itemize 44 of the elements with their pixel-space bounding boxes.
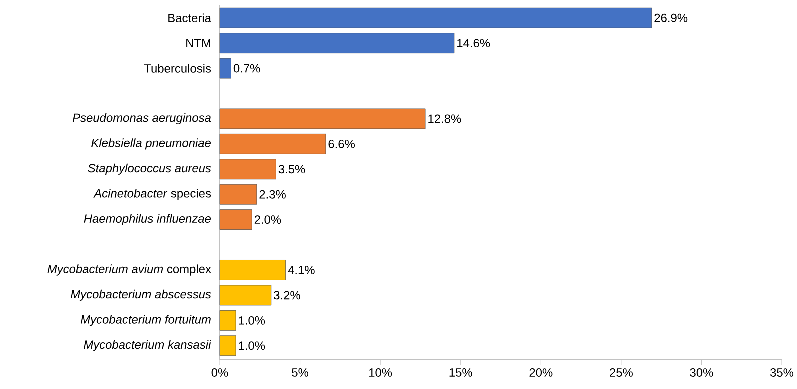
bar [220, 33, 455, 54]
data-label: 2.0% [254, 216, 282, 224]
bar [220, 58, 232, 79]
bar [220, 210, 252, 230]
bar [220, 184, 258, 205]
x-tick-label: 35% [770, 368, 794, 377]
y-tick-label: Staphylococcus aureus [88, 164, 212, 175]
data-label: 1.0% [239, 342, 266, 350]
bar [220, 260, 286, 280]
y-tick-label: Mycobacterium avium complex [48, 264, 212, 276]
y-tick-label: Acinetobacter species [94, 189, 212, 200]
x-tick-label: 20% [530, 368, 553, 377]
data-label: 1.0% [239, 316, 266, 325]
y-tick-label: Tuberculosis [144, 64, 212, 73]
x-tick-label: 30% [690, 368, 714, 377]
x-tick-label: 25% [610, 368, 633, 377]
x-tick-label: 0% [212, 368, 228, 377]
bar [220, 159, 276, 180]
x-tick-label: 10% [370, 368, 392, 377]
data-label: 6.6% [328, 140, 355, 148]
bar [220, 134, 326, 154]
data-label: 0.7% [234, 64, 260, 73]
y-tick-label: Mycobacterium fortuitum [80, 315, 211, 326]
y-tick-label: Mycobacterium kansasii [84, 340, 212, 352]
bar [220, 8, 652, 28]
y-tick-label: Bacteria [168, 14, 212, 22]
data-label: 3.2% [274, 291, 300, 300]
data-label: 4.1% [288, 266, 315, 274]
data-label: 3.5% [278, 165, 306, 174]
bar [220, 336, 236, 356]
y-tick-label: Pseudomonas aeruginosa [72, 113, 212, 125]
bar [220, 108, 426, 130]
y-tick-label: Klebsiella pneumoniae [92, 138, 211, 150]
y-tick-label: Mycobacterium abscessus [70, 290, 212, 302]
bar [220, 285, 272, 306]
x-tick-label: 5% [292, 368, 308, 377]
data-label: 2.3% [260, 190, 286, 199]
data-label: 14.6% [458, 39, 490, 48]
bar [220, 310, 236, 331]
data-label: 26.9% [654, 14, 688, 22]
y-tick-label: Haemophilus influenzae [84, 214, 211, 226]
x-tick-label: 15% [450, 368, 472, 377]
data-label: 12.8% [428, 114, 462, 124]
y-tick-label: NTM [186, 39, 210, 48]
